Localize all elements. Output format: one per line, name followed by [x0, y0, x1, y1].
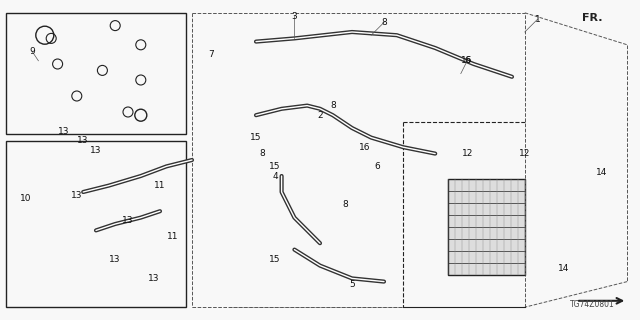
- Text: 8: 8: [330, 101, 335, 110]
- Text: 15: 15: [269, 162, 281, 171]
- Text: 11: 11: [154, 181, 166, 190]
- Text: 7: 7: [209, 50, 214, 59]
- Text: 12: 12: [519, 149, 531, 158]
- Text: 13: 13: [77, 136, 89, 145]
- Bar: [448, 179, 525, 275]
- Text: 4: 4: [273, 172, 278, 180]
- Text: 6: 6: [375, 162, 380, 171]
- Text: 13: 13: [122, 216, 134, 225]
- Text: 10: 10: [20, 194, 31, 203]
- Text: 16: 16: [461, 56, 473, 65]
- Text: 8: 8: [343, 200, 348, 209]
- Text: 8: 8: [260, 149, 265, 158]
- Text: FR.: FR.: [582, 12, 603, 23]
- Text: 16: 16: [359, 143, 371, 152]
- Text: 6: 6: [465, 56, 470, 65]
- Bar: [6, 141, 186, 307]
- Text: 8: 8: [381, 18, 387, 27]
- Text: 11: 11: [167, 232, 179, 241]
- Text: 13: 13: [71, 191, 83, 200]
- Bar: [6, 13, 186, 134]
- Text: 13: 13: [109, 255, 121, 264]
- Text: 13: 13: [148, 274, 159, 283]
- Text: 12: 12: [461, 149, 473, 158]
- Text: 15: 15: [269, 255, 281, 264]
- Text: 3: 3: [292, 12, 297, 20]
- Text: 15: 15: [250, 133, 262, 142]
- Text: 2: 2: [317, 111, 323, 120]
- Text: 1: 1: [535, 15, 540, 24]
- Text: 14: 14: [557, 264, 569, 273]
- Text: 13: 13: [90, 146, 102, 155]
- Text: 9: 9: [29, 47, 35, 56]
- Text: TG74Z0801: TG74Z0801: [570, 300, 614, 309]
- Text: 14: 14: [596, 168, 607, 177]
- Text: 5: 5: [349, 280, 355, 289]
- Text: 13: 13: [58, 127, 70, 136]
